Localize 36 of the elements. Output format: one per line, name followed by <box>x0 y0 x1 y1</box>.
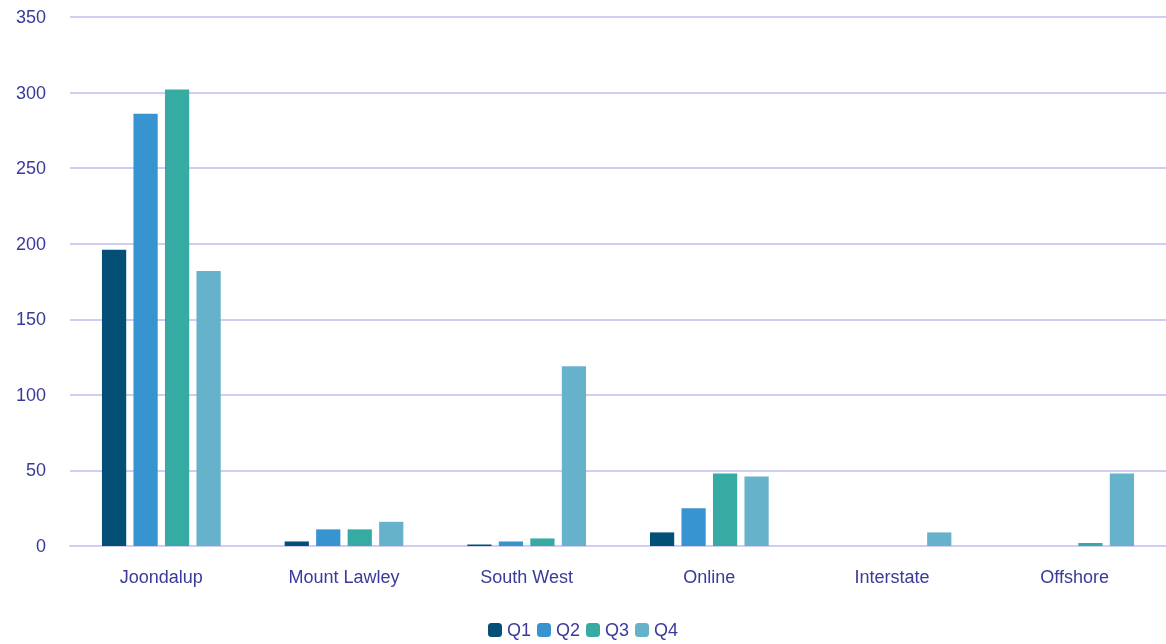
bar <box>164 89 190 546</box>
legend-label: Q2 <box>555 620 580 640</box>
y-tick-label: 250 <box>15 158 46 179</box>
bar <box>1109 473 1135 546</box>
bar <box>347 529 372 546</box>
bar <box>284 541 309 546</box>
legend-label: Q3 <box>605 620 630 640</box>
bar <box>133 113 158 546</box>
bar <box>1078 542 1103 546</box>
x-tick-label: Online <box>683 567 736 587</box>
bar <box>649 532 675 546</box>
y-tick-label: 300 <box>15 82 46 103</box>
bar <box>927 532 952 546</box>
bar <box>196 270 221 546</box>
x-tick-label: Joondalup <box>119 567 203 587</box>
bar <box>681 508 706 546</box>
bar <box>561 366 587 546</box>
x-tick-label: Mount Lawley <box>288 567 400 587</box>
y-tick-label: 0 <box>35 536 46 556</box>
legend-label: Q4 <box>654 620 679 640</box>
y-tick-label: 50 <box>25 460 46 481</box>
y-tick-label: 200 <box>15 233 46 254</box>
bar <box>712 473 738 546</box>
bar <box>498 541 524 546</box>
x-tick-label: Interstate <box>854 567 930 587</box>
bar <box>744 476 769 546</box>
bar <box>316 529 341 546</box>
y-tick-label: 350 <box>15 7 46 27</box>
bar <box>379 521 404 546</box>
bar <box>530 538 555 546</box>
y-tick-label: 150 <box>15 309 46 330</box>
x-tick-label: South West <box>480 567 574 587</box>
x-tick-label: Offshore <box>1040 567 1110 587</box>
bar <box>101 249 127 546</box>
y-tick-label: 100 <box>15 384 46 405</box>
legend-label: Q1 <box>506 620 531 640</box>
